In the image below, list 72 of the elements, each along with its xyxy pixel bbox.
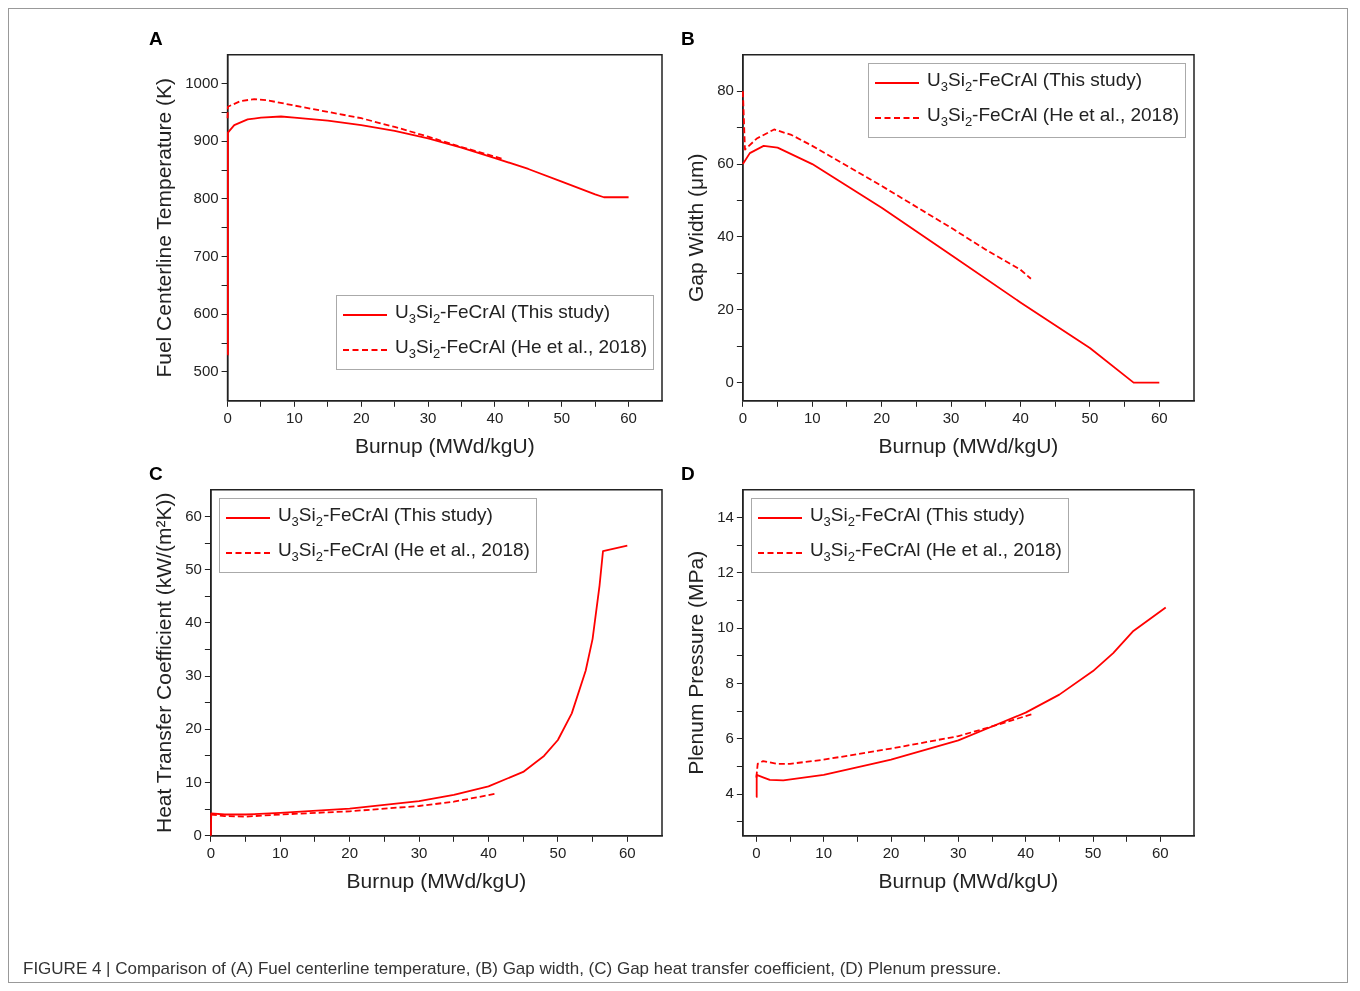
y-axis-title: Plenum Pressure (MPa) [684,550,708,775]
chart-title: A [149,27,163,49]
x-tick-label: 10 [815,843,833,861]
legend-label: U$_{3}$Si$_{2}$-FeCrAl (This study) [277,502,493,531]
y-tick-label: 900 [193,131,219,149]
x-tick-label: 20 [352,408,370,426]
y-tick-label: 60 [717,154,734,172]
x-tick-label: 50 [1084,843,1102,861]
y-tick-label: 40 [717,227,734,245]
x-tick-label: 60 [1150,408,1168,426]
y-tick-label: 600 [193,304,219,322]
x-tick-label: 60 [618,843,636,861]
legend-label: U$_{3}$Si$_{2}$-FeCrAl (He et al., 2018) [395,334,648,363]
x-tick-label: 40 [486,408,504,426]
x-tick-label: 50 [549,843,567,861]
chart-title: C [149,462,163,484]
x-tick-label: 0 [223,408,232,426]
y-tick-label: 14 [717,507,734,525]
y-tick-label: 20 [185,719,202,737]
legend-label: U$_{3}$Si$_{2}$-FeCrAl (He et al., 2018) [809,537,1062,566]
x-axis-title: Burnup (MWd/kgU) [878,869,1059,893]
y-axis-title: Gap Width (μm) [684,153,708,303]
x-tick-label: 0 [752,843,761,861]
y-tick-label: 6 [725,729,734,747]
x-tick-label: 30 [419,408,437,426]
y-tick-label: 10 [185,772,202,790]
y-tick-label: 0 [725,372,734,390]
y-tick-label: 0 [193,825,202,843]
x-tick-label: 60 [1151,843,1169,861]
x-axis-title: Burnup (MWd/kgU) [878,434,1059,458]
x-tick-label: 10 [286,408,303,426]
x-tick-label: 20 [873,408,891,426]
legend-label: U$_{3}$Si$_{2}$-FeCrAl (This study) [395,299,611,328]
x-tick-label: 30 [942,408,960,426]
x-tick-label: 10 [271,843,289,861]
y-tick-label: 30 [185,666,202,684]
y-tick-label: 800 [193,189,219,207]
x-tick-label: 20 [341,843,359,861]
caption: FIGURE 4 | Comparison of (A) Fuel centerline temperature, (B) Gap width, (C) Gap heat transfer coefficient, (D) Plenum pressure. [23,959,1002,979]
x-axis-title: Burnup (MWd/kgU) [354,434,535,458]
x-tick-label: 50 [1081,408,1099,426]
y-tick-label: 700 [193,246,219,264]
x-tick-label: 30 [950,843,967,861]
x-tick-label: 30 [410,843,428,861]
y-tick-label: 4 [725,784,734,802]
y-tick-label: 80 [717,81,734,99]
y-axis-title: Fuel Centerline Temperature (K) [152,78,176,378]
y-tick-label: 60 [185,506,202,524]
x-tick-label: 50 [553,408,571,426]
legend-label: U$_{3}$Si$_{2}$-FeCrAl (This study) [809,502,1025,531]
x-tick-label: 10 [803,408,821,426]
legend-label: U$_{3}$Si$_{2}$-FeCrAl (He et al., 2018) [927,102,1180,131]
y-axis-title: Heat Transfer Coefficient (kW/(m²K)) [152,492,176,833]
x-tick-label: 0 [738,408,748,426]
y-tick-label: 12 [717,562,734,580]
x-tick-label: 20 [882,843,900,861]
legend-label: U$_{3}$Si$_{2}$-FeCrAl (He et al., 2018) [277,537,530,566]
chart-title: D [681,462,695,484]
chart-title: B [681,27,695,49]
y-tick-label: 10 [717,618,734,636]
y-tick-label: 40 [185,613,202,631]
y-tick-label: 1000 [185,73,219,91]
y-tick-label: 500 [193,362,219,380]
x-axis-title: Burnup (MWd/kgU) [346,869,527,893]
y-tick-label: 8 [725,673,734,691]
x-tick-label: 40 [480,843,497,861]
x-tick-label: 60 [620,408,637,426]
legend-label: U$_{3}$Si$_{2}$-FeCrAl (This study) [927,67,1143,96]
x-tick-label: 40 [1017,843,1035,861]
y-tick-label: 50 [185,559,202,577]
y-tick-label: 20 [717,299,734,317]
x-tick-label: 40 [1012,408,1029,426]
